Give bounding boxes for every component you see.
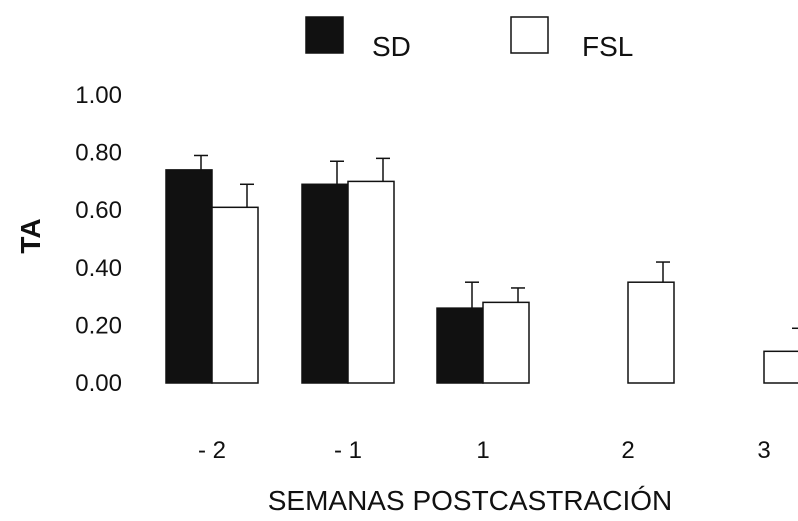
legend-swatch-fsl <box>510 16 549 54</box>
bar-fsl-2 <box>482 301 530 384</box>
bar-fsl-1 <box>347 180 395 384</box>
error-bars-layer <box>194 154 798 330</box>
legend-swatch-sd <box>305 16 344 54</box>
x-tick-label-1: - 1 <box>334 437 362 464</box>
x-axis-label: SEMANAS POSTCASTRACIÓN <box>268 485 673 516</box>
x-tick-label-0: - 2 <box>198 437 226 464</box>
x-tick-label-2: 1 <box>476 437 489 464</box>
y-tick-label-1: 0.20 <box>75 312 122 339</box>
y-axis-label: TA <box>15 218 46 253</box>
x-axis: - 2 - 1 1 2 3 <box>198 437 771 464</box>
legend: SD FSL <box>305 16 633 62</box>
bar-sd-2 <box>436 307 484 384</box>
x-tick-label-4: 3 <box>757 437 770 464</box>
y-tick-label-5: 1.00 <box>75 82 122 109</box>
y-tick-label-4: 0.80 <box>75 140 122 167</box>
bar-sd-1 <box>301 183 349 384</box>
y-axis: 0.00 0.20 0.40 0.60 0.80 1.00 <box>75 82 122 397</box>
x-tick-label-3: 2 <box>621 437 634 464</box>
bar-fsl-4 <box>763 350 798 384</box>
y-tick-label-2: 0.40 <box>75 255 122 282</box>
bar-sd-0 <box>165 169 213 384</box>
y-tick-label-0: 0.00 <box>75 370 122 397</box>
bars-layer <box>165 169 798 384</box>
y-tick-label-3: 0.60 <box>75 197 122 224</box>
legend-label-sd: SD <box>372 31 411 62</box>
bar-fsl-3 <box>627 281 675 384</box>
legend-label-fsl: FSL <box>582 31 633 62</box>
bar-fsl-0 <box>211 206 259 384</box>
